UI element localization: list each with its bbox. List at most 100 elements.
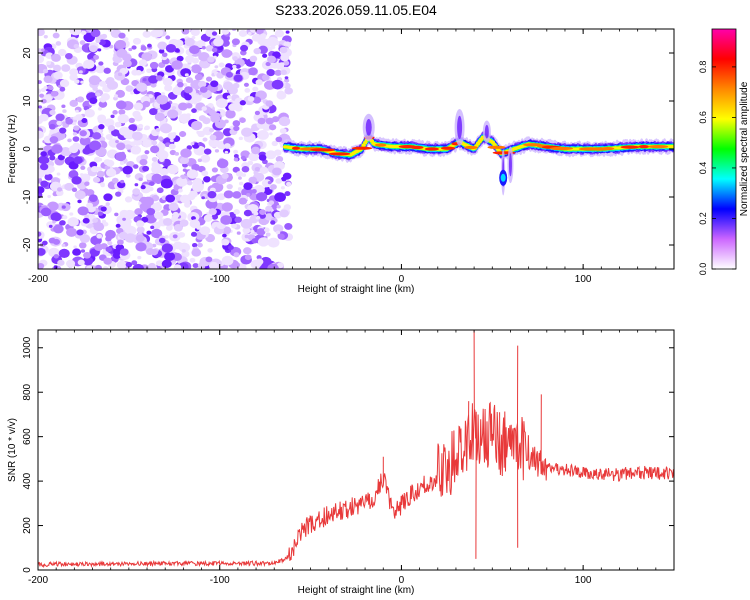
noise-blob — [135, 234, 145, 242]
signal-cell — [492, 143, 497, 147]
noise-blob — [116, 142, 126, 151]
signal-peak — [620, 145, 640, 149]
noise-blob — [69, 99, 79, 107]
noise-blob — [96, 233, 103, 239]
noise-blob — [261, 74, 270, 81]
noise-blob — [172, 234, 178, 239]
noise-blob — [140, 184, 146, 190]
noise-blob — [185, 77, 194, 84]
noise-blob — [240, 44, 249, 52]
noise-blob — [105, 229, 116, 239]
noise-blob — [232, 56, 238, 61]
noise-blob — [116, 48, 128, 58]
noise-blob — [156, 94, 169, 105]
noise-blob — [117, 113, 129, 124]
noise-blob — [226, 183, 233, 190]
noise-blob — [116, 239, 124, 246]
noise-blob — [105, 134, 113, 140]
noise-blob — [284, 191, 291, 197]
noise-blob — [150, 145, 160, 154]
noise-blob — [86, 265, 93, 269]
noise-blob — [246, 193, 251, 197]
noise-blob — [42, 240, 48, 246]
noise-blob — [83, 251, 92, 259]
noise-blob — [168, 202, 179, 212]
noise-blob — [225, 109, 236, 119]
noise-blob — [279, 209, 289, 218]
noise-blob — [227, 245, 234, 251]
noise-blob — [95, 38, 101, 44]
noise-blob — [72, 132, 78, 136]
noise-blob — [69, 261, 75, 266]
noise-blob — [132, 263, 144, 269]
noise-blob — [145, 173, 154, 181]
noise-blob — [172, 252, 182, 261]
noise-blob — [256, 228, 266, 236]
noise-blob — [216, 158, 229, 169]
noise-blob — [95, 64, 106, 74]
noise-blob — [158, 48, 165, 54]
noise-blob — [228, 103, 237, 111]
noise-blob — [132, 110, 141, 118]
noise-blob — [39, 113, 49, 122]
noise-blob — [92, 218, 99, 223]
signal-peak — [601, 146, 615, 151]
noise-blob — [233, 209, 240, 215]
noise-blob — [38, 80, 42, 85]
noise-blob — [196, 130, 201, 135]
noise-blob — [112, 251, 122, 259]
noise-blob — [259, 33, 267, 39]
noise-blob — [56, 120, 62, 126]
noise-blob — [115, 191, 122, 197]
noise-blob — [119, 248, 129, 256]
noise-blob — [268, 200, 275, 205]
noise-blob — [49, 109, 56, 116]
noise-blob — [251, 238, 259, 244]
noise-blob — [271, 79, 284, 90]
noise-blob — [124, 196, 133, 203]
noise-blob — [80, 173, 91, 183]
noise-blob — [97, 107, 103, 111]
noise-blob — [112, 110, 118, 115]
noise-blob — [55, 41, 62, 46]
noise-blob — [53, 254, 59, 259]
noise-blob — [208, 128, 215, 133]
noise-blob — [43, 85, 48, 90]
noise-blob — [238, 181, 244, 186]
noise-blob — [276, 90, 285, 98]
noise-blob — [151, 228, 163, 239]
noise-blob — [94, 156, 101, 163]
noise-blob — [274, 29, 285, 38]
spectrogram-ytick-label: 10 — [22, 95, 33, 107]
noise-blob — [255, 215, 261, 220]
noise-blob — [103, 193, 113, 202]
noise-blob — [131, 260, 138, 266]
noise-blob — [82, 217, 90, 224]
noise-blob — [151, 156, 158, 162]
noise-blob — [142, 100, 151, 108]
noise-blob — [115, 151, 127, 162]
noise-blob — [268, 124, 277, 131]
noise-blob — [150, 248, 159, 256]
noise-blob — [236, 170, 244, 177]
noise-blob — [189, 257, 196, 263]
noise-blob — [201, 196, 205, 200]
noise-blob — [61, 104, 66, 108]
noise-blob — [244, 87, 251, 93]
spectrogram-ytick-label: 20 — [22, 47, 33, 59]
noise-blob — [155, 75, 163, 81]
noise-blob — [49, 155, 56, 161]
noise-blob — [179, 131, 187, 138]
noise-blob — [284, 222, 293, 230]
noise-blob — [223, 190, 234, 199]
noise-blob — [53, 224, 64, 234]
noise-blob — [38, 262, 45, 269]
noise-blob — [105, 202, 110, 206]
noise-blob — [93, 54, 100, 60]
noise-blob — [270, 184, 277, 190]
snr-xtick-label: -100 — [210, 575, 230, 586]
noise-blob — [67, 217, 79, 227]
noise-blob — [148, 181, 155, 186]
